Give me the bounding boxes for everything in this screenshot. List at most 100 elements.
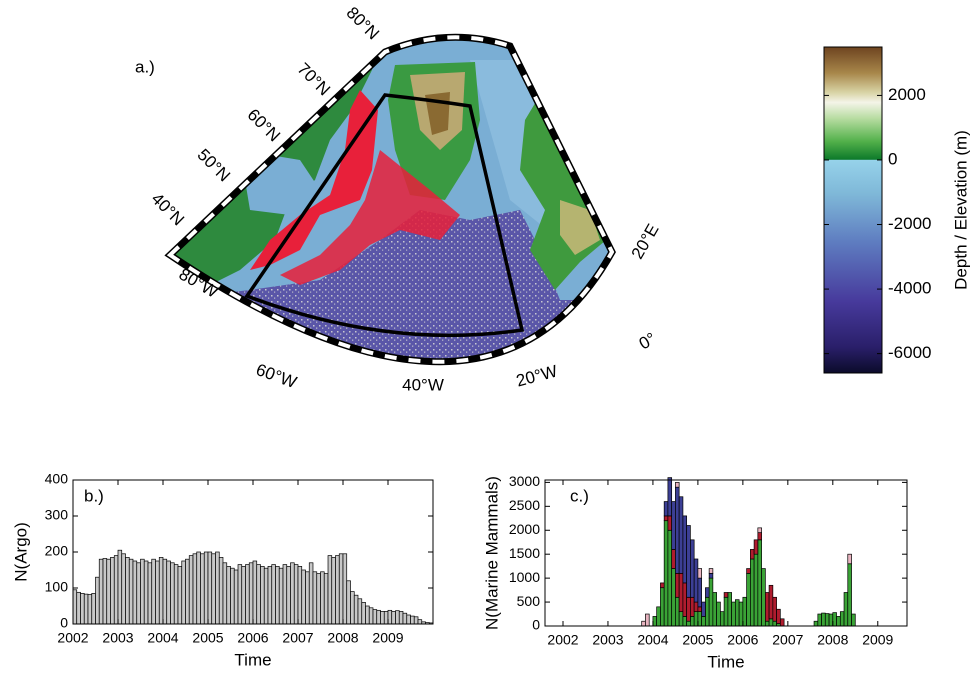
bar — [141, 559, 145, 624]
panel-label: c.) — [570, 486, 589, 505]
y-tick-label: 200 — [45, 543, 69, 559]
y-axis-label: N(Marine Mammals) — [482, 476, 501, 630]
bar — [825, 614, 829, 626]
bar — [126, 557, 130, 624]
bar — [762, 569, 766, 626]
bar — [377, 610, 381, 624]
bar — [227, 566, 231, 624]
bar — [77, 592, 81, 624]
bar — [694, 602, 698, 612]
y-axis-label: N(Argo) — [11, 522, 30, 582]
bar — [735, 600, 739, 626]
bar — [167, 561, 171, 624]
bar — [306, 572, 310, 624]
lon-label: 20°W — [514, 361, 559, 390]
lat-label: 40°N — [148, 189, 188, 229]
x-tick-label: 2004 — [147, 630, 178, 646]
bar — [687, 621, 691, 626]
y-tick-label: 2000 — [509, 521, 540, 537]
bar — [822, 613, 826, 626]
x-tick-label: 2006 — [727, 632, 758, 648]
x-tick-label: 2008 — [817, 632, 848, 648]
bar — [852, 614, 856, 626]
bar — [777, 609, 781, 623]
lat-label: 60°N — [244, 105, 284, 145]
bar — [362, 602, 366, 624]
bar — [690, 616, 694, 626]
bar — [73, 590, 77, 624]
x-axis-label: Time — [707, 652, 744, 671]
bar — [765, 621, 769, 626]
bar — [724, 597, 728, 626]
bar — [773, 597, 777, 621]
bar — [103, 558, 107, 624]
bar — [204, 552, 208, 624]
bar — [687, 597, 691, 621]
bar — [747, 569, 751, 574]
bar — [122, 554, 126, 624]
bar — [369, 608, 373, 624]
bar — [698, 607, 702, 612]
bar — [96, 577, 100, 624]
bar — [668, 516, 672, 530]
bar — [694, 559, 698, 602]
bar — [234, 570, 238, 624]
bar — [769, 585, 773, 619]
bar — [347, 581, 351, 624]
bar — [272, 565, 276, 624]
bar — [818, 614, 822, 626]
bar — [750, 549, 754, 559]
x-tick-label: 2005 — [192, 630, 223, 646]
bar — [396, 611, 400, 624]
panel-label: b.) — [84, 486, 104, 505]
colorbar-tick-label: -2000 — [888, 214, 931, 233]
lon-label: 20°E — [628, 221, 663, 263]
bar — [373, 610, 377, 624]
bar — [343, 554, 347, 624]
bar — [683, 516, 687, 583]
x-tick-label: 2002 — [57, 630, 88, 646]
bar — [675, 573, 679, 597]
bar — [754, 540, 758, 554]
bar — [354, 595, 358, 624]
bar — [653, 616, 657, 626]
bar — [660, 588, 664, 626]
bar — [193, 554, 197, 624]
bar — [683, 616, 687, 626]
bar — [317, 574, 321, 624]
bar — [279, 568, 283, 624]
bar — [238, 565, 242, 624]
bar — [328, 556, 332, 624]
bar — [679, 573, 683, 611]
bar — [690, 540, 694, 597]
bar — [159, 557, 163, 624]
bar — [407, 615, 411, 624]
bar — [219, 557, 223, 624]
bar — [197, 552, 201, 624]
colorbar-tick-label: 0 — [888, 149, 897, 168]
bar — [687, 525, 691, 597]
bar — [814, 621, 818, 626]
y-tick-label: 3000 — [509, 473, 540, 489]
bar — [92, 593, 96, 624]
bar — [200, 554, 204, 624]
y-tick-label: 1000 — [509, 569, 540, 585]
lat-label: 50°N — [194, 145, 234, 185]
bar — [672, 549, 676, 568]
y-tick-label: 2500 — [509, 497, 540, 513]
bar — [773, 621, 777, 626]
bar — [171, 563, 175, 624]
bar — [351, 592, 355, 624]
bar — [313, 572, 317, 624]
bar — [257, 565, 261, 624]
bar — [642, 621, 646, 626]
bar — [264, 568, 268, 624]
bar — [298, 566, 302, 624]
x-tick-label: 2007 — [772, 632, 803, 648]
bar — [702, 616, 706, 626]
bar — [844, 592, 848, 626]
bar — [672, 502, 676, 550]
bar — [848, 554, 852, 564]
bar — [848, 564, 852, 626]
bar — [833, 613, 837, 626]
